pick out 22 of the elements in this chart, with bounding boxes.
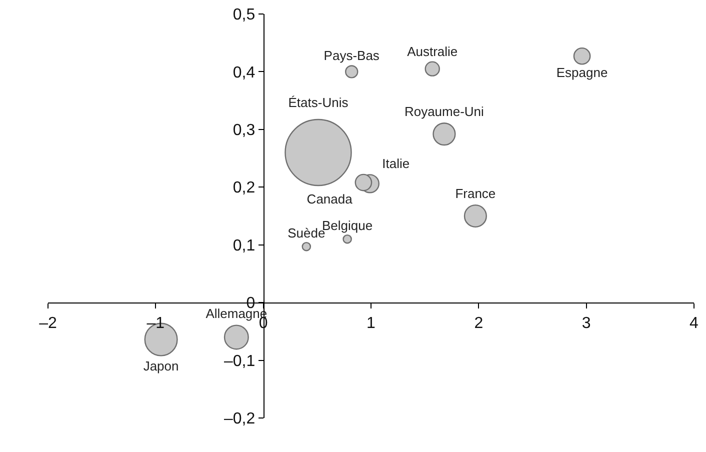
series-label: Italie [382,156,410,172]
series-label: Espagne [556,64,608,80]
series-label: Belgique [322,218,373,233]
series-label: Japon [143,358,179,374]
series-label: Royaume-Uni [404,104,484,120]
y-tick-label: 0,5 [232,6,256,24]
x-tick-label: 1 [366,314,376,332]
y-tick-label: –0,2 [224,410,256,428]
series-label: Pays-Bas [324,48,380,63]
x-tick-label: 2 [474,314,484,332]
y-tick-label: 0,4 [232,64,256,82]
series-label: France [455,186,496,202]
y-tick-label: 0,2 [232,180,256,197]
series-label: Australie [407,44,458,59]
y-tick-label: 0,3 [232,122,256,140]
x-tick-label: –2 [39,314,57,332]
y-tick-label: –0,1 [224,352,256,370]
series-label: États-Unis [288,95,349,110]
y-tick-label: 0,1 [232,237,256,254]
series-label: Canada [306,191,354,206]
x-tick-label: 4 [690,314,699,332]
x-tick-label: 3 [582,314,591,332]
